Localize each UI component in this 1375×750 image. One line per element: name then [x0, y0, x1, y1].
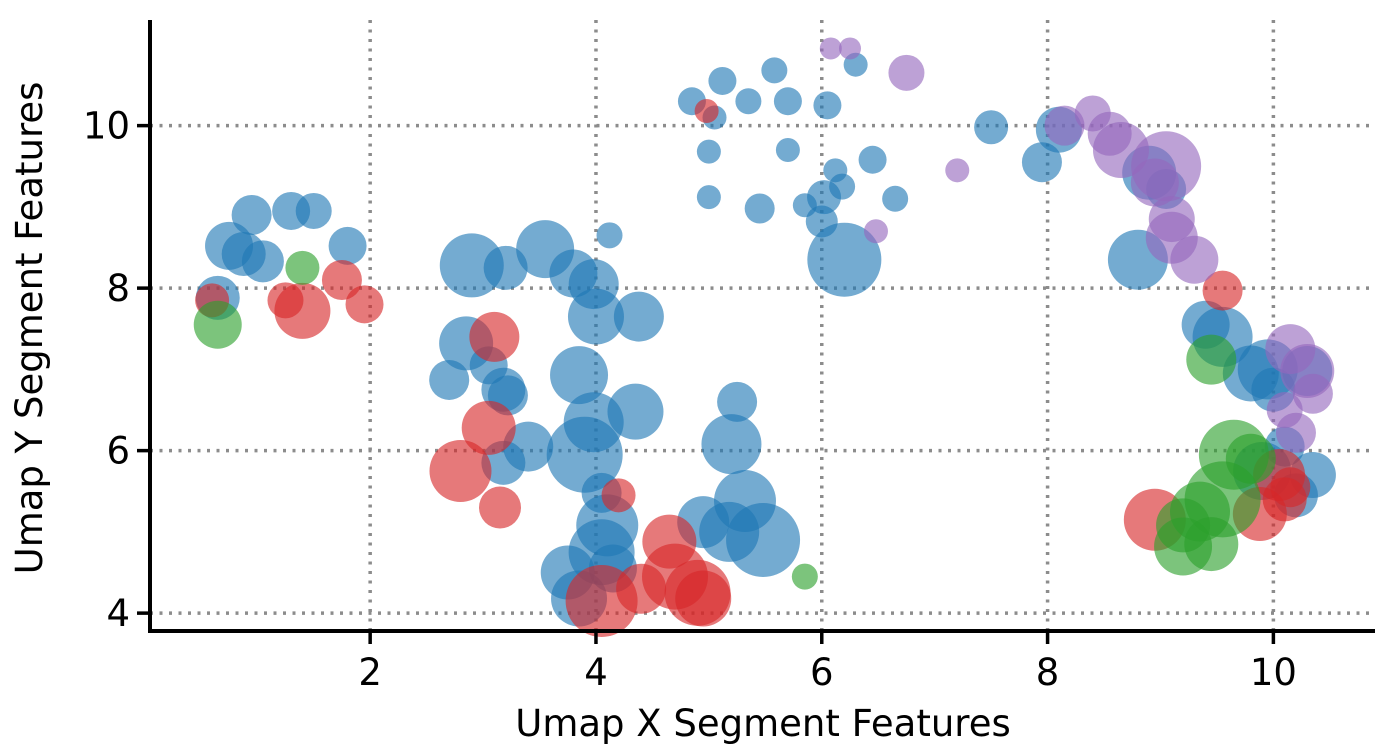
- data-point-blue: [429, 359, 470, 400]
- data-point-green: [1184, 517, 1239, 572]
- data-point-blue: [696, 185, 721, 210]
- data-point-blue: [295, 192, 332, 229]
- data-point-blue: [550, 346, 609, 405]
- data-point-purple: [863, 219, 888, 244]
- data-point-green: [1225, 433, 1276, 484]
- series-red: [195, 99, 1311, 637]
- data-point-blue: [701, 414, 762, 475]
- data-point-blue: [696, 139, 721, 164]
- data-points: [193, 37, 1336, 637]
- data-point-purple: [1170, 235, 1219, 284]
- y-tick-label: 10: [83, 105, 130, 148]
- data-point-blue: [708, 66, 737, 95]
- data-point-blue: [613, 291, 664, 342]
- data-point-green: [193, 300, 242, 349]
- data-point-green: [1186, 334, 1237, 385]
- data-point-blue: [974, 110, 1009, 145]
- data-point-purple: [1266, 392, 1303, 428]
- data-point-blue: [483, 245, 528, 290]
- data-point-blue: [761, 57, 788, 84]
- data-point-blue: [607, 383, 664, 440]
- data-point-blue: [596, 222, 623, 249]
- tick-labels: 2 4 6 8 10 4 6 8 10: [83, 105, 1297, 694]
- data-point-red: [321, 260, 362, 300]
- series-green: [193, 250, 1276, 590]
- x-tick-label: 8: [1036, 651, 1060, 694]
- y-tick-label: 6: [106, 430, 130, 473]
- data-point-blue: [744, 193, 775, 224]
- data-point-blue: [735, 88, 762, 115]
- data-point-purple: [888, 54, 925, 91]
- data-point-blue: [567, 288, 624, 345]
- series-purple: [819, 37, 1335, 453]
- data-point-blue: [726, 503, 801, 577]
- data-point-red: [479, 486, 521, 529]
- data-point-red: [694, 99, 719, 123]
- data-point-purple: [819, 37, 842, 60]
- x-axis-label: Umap X Segment Features: [515, 702, 1011, 745]
- data-point-red: [675, 570, 732, 627]
- x-tick-label: 2: [358, 651, 382, 694]
- data-point-purple: [945, 158, 970, 183]
- data-point-red: [1202, 270, 1243, 311]
- data-point-red: [274, 282, 331, 339]
- data-point-red: [461, 400, 516, 455]
- data-point-blue: [775, 138, 800, 162]
- data-point-blue: [858, 145, 887, 174]
- data-point-blue: [773, 87, 802, 116]
- data-point-purple: [1130, 158, 1179, 207]
- data-point-blue: [439, 233, 504, 298]
- data-point-purple: [1044, 105, 1085, 146]
- x-tick-label: 10: [1250, 651, 1297, 694]
- data-point-red: [601, 478, 636, 513]
- axes: [148, 20, 1375, 633]
- data-point-red: [429, 439, 492, 502]
- data-point-blue: [807, 222, 882, 297]
- data-point-green: [285, 250, 320, 285]
- data-point-blue: [813, 91, 842, 120]
- data-point-blue: [241, 240, 284, 283]
- data-point-purple: [839, 37, 861, 60]
- y-axis-label: Umap Y Segment Features: [8, 82, 51, 575]
- data-point-red: [469, 311, 520, 362]
- x-tick-label: 6: [810, 651, 834, 694]
- data-point-blue: [717, 381, 758, 422]
- data-point-red: [345, 285, 384, 324]
- y-tick-label: 4: [106, 592, 130, 635]
- data-point-purple: [1292, 373, 1333, 414]
- y-tick-label: 8: [106, 267, 130, 310]
- x-tick-label: 4: [584, 651, 608, 694]
- data-point-blue: [328, 226, 367, 265]
- data-point-blue: [231, 195, 272, 235]
- data-point-blue: [1021, 142, 1062, 183]
- data-point-red: [1262, 477, 1307, 522]
- data-point-blue: [882, 185, 909, 212]
- data-point-green: [791, 563, 818, 590]
